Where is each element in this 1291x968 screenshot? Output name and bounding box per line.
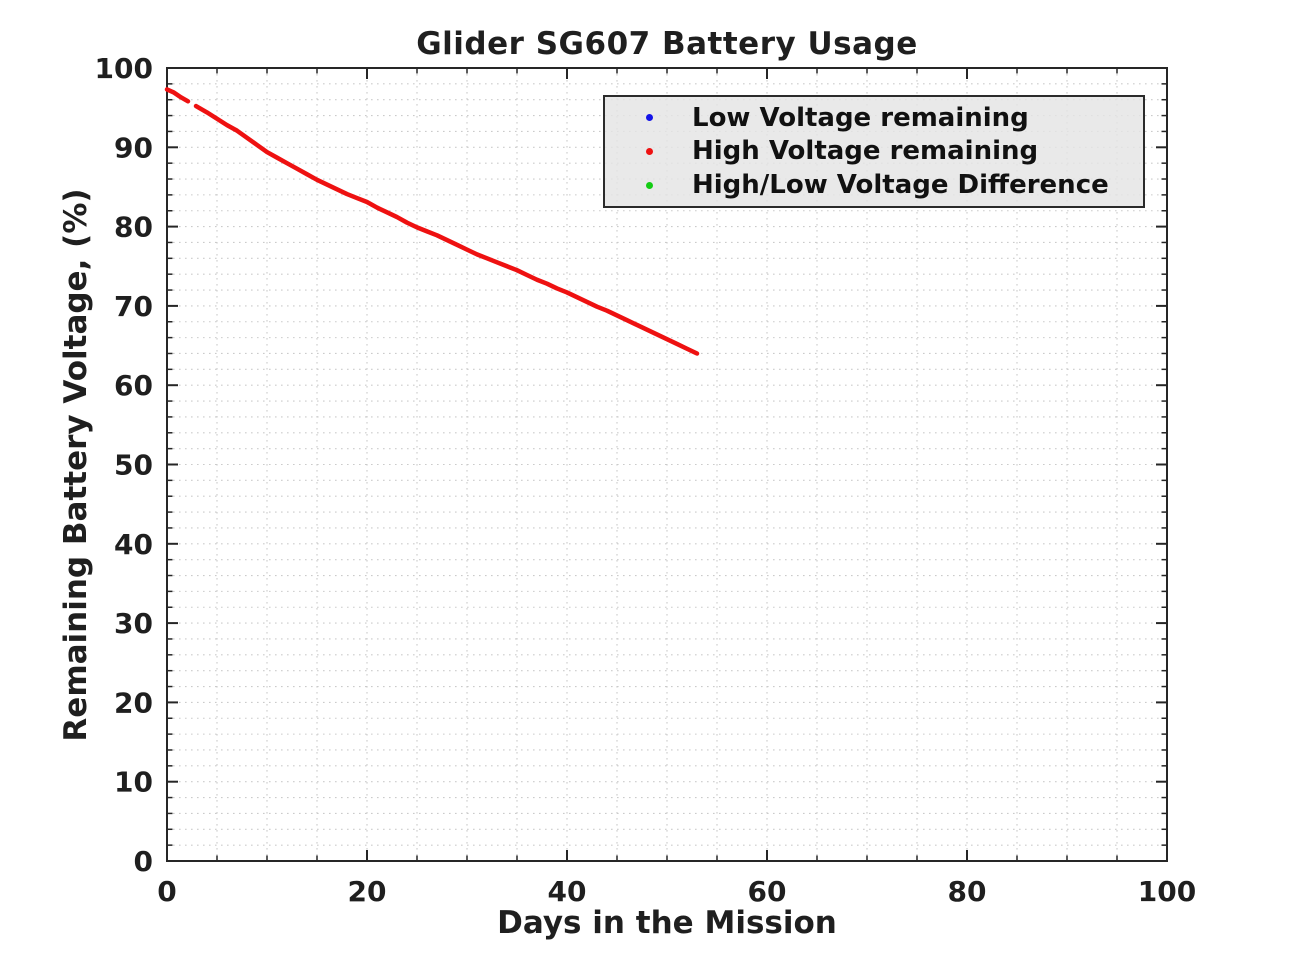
series-segment (193, 103, 700, 356)
voltage-difference-dot-icon (645, 181, 653, 189)
low-voltage-dot-icon (645, 114, 653, 122)
x-axis-label: Days in the Mission (497, 905, 837, 941)
y-tick-label: 0 (134, 845, 153, 878)
y-tick-label: 70 (114, 290, 153, 323)
legend-marker-cell (641, 147, 657, 155)
high-voltage-dot-icon (645, 147, 653, 155)
y-tick-label: 50 (114, 449, 153, 482)
tick-marks (166, 67, 1168, 862)
legend: Low Voltage remaining High Voltage remai… (603, 95, 1145, 208)
y-tick-label: 60 (114, 369, 153, 402)
y-axis-label: Remaining Battery Voltage, (%) (58, 188, 94, 742)
x-tick-label: 80 (948, 875, 987, 908)
legend-label: Low Voltage remaining (692, 102, 1029, 133)
y-tick-label: 20 (114, 686, 153, 719)
legend-marker-cell (641, 181, 657, 189)
y-tick-label: 80 (114, 211, 153, 244)
x-tick-label: 60 (748, 875, 787, 908)
y-tick-label: 40 (114, 528, 153, 561)
y-tick-label: 90 (114, 131, 153, 164)
x-tick-label: 40 (548, 875, 587, 908)
legend-item-low-voltage: Low Voltage remaining (605, 101, 1143, 134)
y-tick-label: 30 (114, 607, 153, 640)
chart-title: Glider SG607 Battery Usage (416, 26, 918, 62)
x-tick-label: 0 (157, 875, 176, 908)
x-tick-label: 20 (348, 875, 387, 908)
y-tick-label: 100 (95, 52, 153, 85)
x-tick-label: 100 (1138, 875, 1196, 908)
legend-label: High Voltage remaining (692, 136, 1039, 167)
tick-labels: 0 20 40 60 80 100 0 10 20 30 40 50 60 70 80 90 100 (95, 52, 1197, 908)
series-high-voltage-remaining (164, 87, 700, 356)
legend-label: High/Low Voltage Difference (692, 170, 1109, 201)
legend-item-voltage-difference: High/Low Voltage Difference (605, 169, 1143, 202)
legend-item-high-voltage: High Voltage remaining (605, 135, 1143, 168)
series-segment (164, 87, 191, 104)
legend-marker-cell (641, 114, 657, 122)
y-tick-label: 10 (114, 766, 153, 799)
